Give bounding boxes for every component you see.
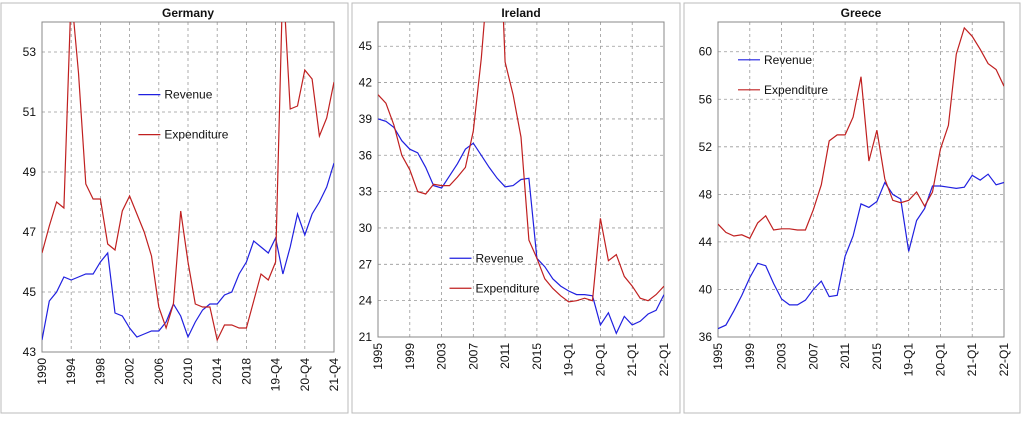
y-tick-label: 36 [699, 330, 713, 344]
panel-border [683, 2, 1021, 414]
x-tick-label: 2007 [806, 343, 820, 370]
plot-frame [377, 21, 665, 338]
series-line [718, 26, 1004, 240]
x-tick-label: 2006 [152, 358, 166, 385]
y-tick-label: 27 [359, 257, 373, 271]
x-tick-label: 1999 [403, 343, 417, 370]
y-tick-label: 48 [699, 187, 713, 201]
legend-label: Revenue [764, 53, 812, 67]
x-tick-label: 2015 [530, 343, 544, 370]
series-line [378, 22, 664, 303]
y-tick-label: 52 [699, 140, 713, 154]
y-tick-label: 45 [359, 39, 373, 53]
x-tick-label: 22-Q1 [657, 343, 671, 377]
chart-title: Greece [841, 6, 882, 20]
x-tick-label: 21-Q1 [965, 343, 979, 377]
y-tick-label: 44 [699, 235, 713, 249]
x-tick-label: 2018 [239, 358, 253, 385]
series-line [378, 118, 664, 335]
legend-label: Expenditure [764, 83, 828, 97]
x-tick-label: 20-Q4 [298, 358, 312, 392]
x-tick-label: 21-Q4 [327, 358, 341, 392]
x-tick-label: 1998 [93, 358, 107, 385]
series-line [42, 22, 334, 342]
panel-border [0, 2, 349, 414]
x-tick-label: 20-Q1 [593, 343, 607, 377]
y-tick-label: 45 [23, 285, 37, 299]
y-tick-label: 60 [699, 45, 713, 59]
x-tick-label: 2007 [466, 343, 480, 370]
plot-frame [717, 21, 1005, 338]
x-tick-label: 2003 [435, 343, 449, 370]
x-tick-label: 1994 [64, 358, 78, 385]
y-tick-label: 33 [359, 185, 373, 199]
legend-label: Expenditure [164, 128, 228, 142]
x-tick-label: 20-Q1 [933, 343, 947, 377]
y-tick-label: 39 [359, 112, 373, 126]
y-tick-label: 21 [359, 330, 373, 344]
y-tick-label: 51 [23, 105, 37, 119]
y-tick-label: 30 [359, 221, 373, 235]
series-line [718, 173, 1004, 330]
x-tick-label: 21-Q1 [625, 343, 639, 377]
chart-title: Ireland [501, 6, 540, 20]
y-tick-label: 36 [359, 148, 373, 162]
y-tick-label: 40 [699, 282, 713, 296]
x-tick-label: 2002 [123, 358, 137, 385]
y-tick-label: 42 [359, 76, 373, 90]
x-tick-label: 1990 [35, 358, 49, 385]
x-tick-label: 19-Q4 [269, 358, 283, 392]
chart-title: Germany [162, 6, 214, 20]
x-tick-label: 2010 [181, 358, 195, 385]
x-tick-label: 2014 [210, 358, 224, 385]
y-tick-label: 53 [23, 45, 37, 59]
y-tick-label: 56 [699, 92, 713, 106]
legend-label: Expenditure [476, 281, 540, 295]
y-tick-label: 47 [23, 225, 37, 239]
series-line [42, 162, 334, 341]
x-tick-label: 19-Q1 [562, 343, 576, 377]
x-tick-label: 2015 [870, 343, 884, 370]
x-tick-label: 2011 [498, 343, 512, 369]
x-tick-label: 2003 [775, 343, 789, 370]
x-tick-label: 1995 [371, 343, 385, 370]
plot-frame [41, 21, 335, 353]
x-tick-label: 1995 [711, 343, 725, 370]
y-tick-label: 43 [23, 345, 37, 359]
legend-label: Revenue [164, 88, 212, 102]
panel-border [351, 2, 681, 414]
y-tick-label: 24 [359, 294, 373, 308]
legend-label: Revenue [476, 251, 524, 265]
x-tick-label: 22-Q1 [997, 343, 1011, 377]
y-tick-label: 49 [23, 165, 37, 179]
x-tick-label: 19-Q1 [902, 343, 916, 377]
x-tick-label: 1999 [743, 343, 757, 370]
x-tick-label: 2011 [838, 343, 852, 369]
